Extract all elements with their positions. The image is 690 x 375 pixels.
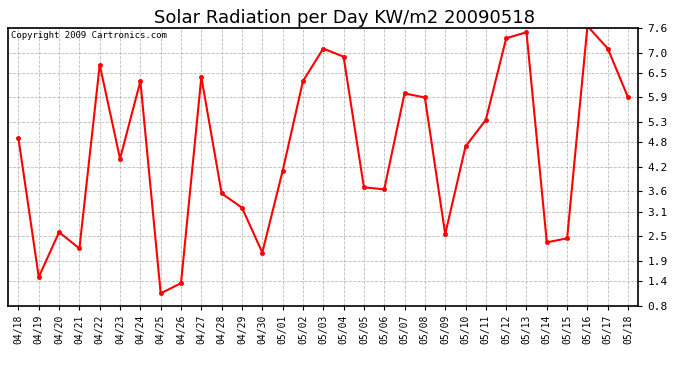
- Text: Solar Radiation per Day KW/m2 20090518: Solar Radiation per Day KW/m2 20090518: [155, 9, 535, 27]
- Text: Copyright 2009 Cartronics.com: Copyright 2009 Cartronics.com: [12, 31, 167, 40]
